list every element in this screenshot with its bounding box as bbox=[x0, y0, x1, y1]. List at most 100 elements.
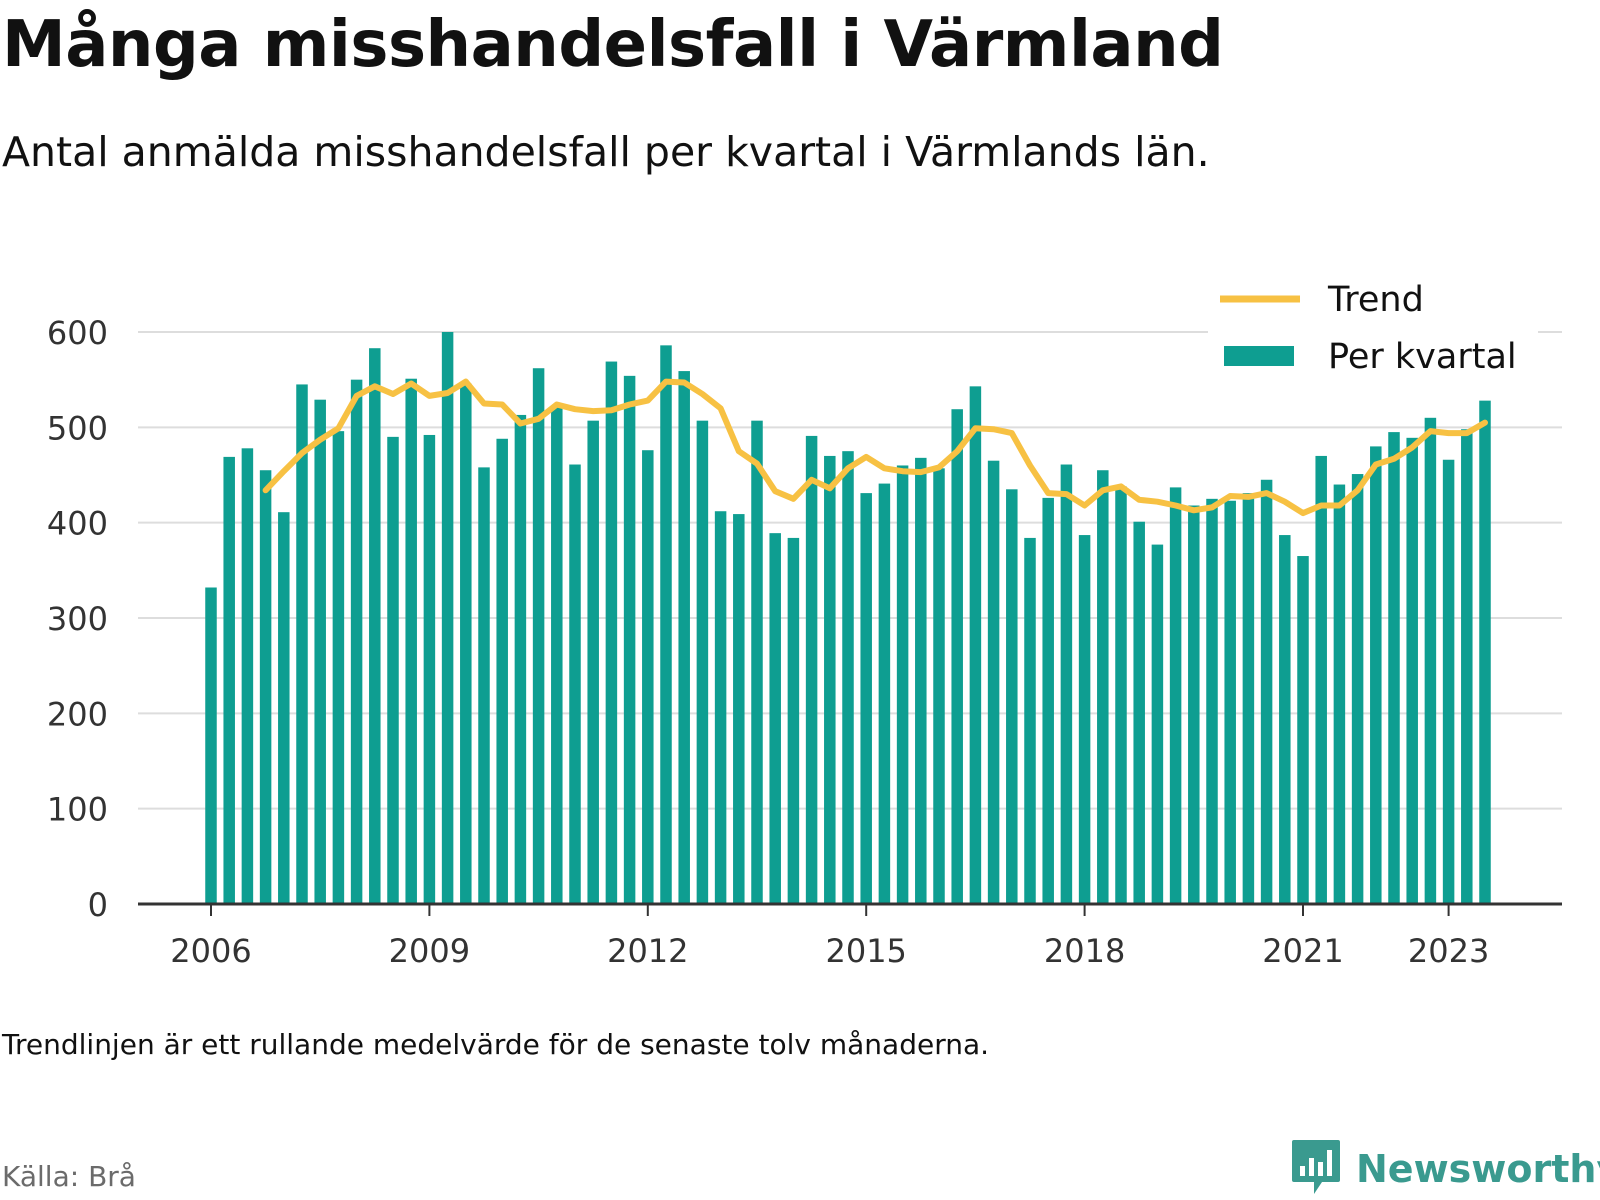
brand-name: Newsworthy bbox=[1356, 1147, 1600, 1191]
chart-title: Många misshandelsfall i Värmland bbox=[2, 8, 1224, 82]
bar bbox=[278, 512, 290, 904]
bar bbox=[1024, 537, 1036, 904]
bar bbox=[696, 420, 709, 904]
bar bbox=[478, 467, 490, 904]
bar bbox=[1169, 487, 1182, 904]
bar bbox=[1406, 437, 1418, 904]
bar bbox=[1060, 464, 1073, 904]
bar bbox=[642, 450, 654, 904]
x-tick-label: 2023 bbox=[1408, 932, 1489, 970]
bar bbox=[460, 383, 472, 905]
bar bbox=[405, 378, 417, 904]
bar bbox=[842, 451, 854, 904]
bar bbox=[878, 483, 891, 904]
legend-background bbox=[1208, 276, 1538, 386]
source-note: Källa: Brå bbox=[2, 1160, 136, 1193]
x-tick-label: 2012 bbox=[607, 932, 688, 970]
bar bbox=[1115, 486, 1127, 904]
bar bbox=[532, 368, 545, 904]
bar bbox=[332, 431, 345, 904]
bar bbox=[1333, 484, 1346, 904]
chart: 0 100 200 300 400 500 600 2006 2009 2012 2015 2018 2… bbox=[46, 276, 1562, 970]
legend: Trend Per kvartal bbox=[1208, 276, 1538, 386]
bar bbox=[350, 379, 363, 905]
bar bbox=[587, 420, 599, 904]
y-tick-label: 500 bbox=[47, 409, 108, 447]
bar bbox=[733, 514, 745, 904]
bar bbox=[1260, 479, 1273, 904]
trend-line bbox=[262, 378, 1488, 517]
bar bbox=[714, 511, 727, 904]
bar bbox=[1133, 521, 1145, 904]
brand-logo: Newsworthy bbox=[1290, 1138, 1600, 1200]
bar bbox=[623, 375, 636, 904]
bar bbox=[1206, 498, 1218, 904]
footnote: Trendlinjen är ett rullande medelvärde f… bbox=[2, 1028, 990, 1061]
bar bbox=[314, 399, 326, 904]
bar bbox=[860, 493, 872, 904]
bar bbox=[787, 537, 800, 904]
bar bbox=[1097, 470, 1109, 904]
x-tick-label: 2015 bbox=[825, 932, 906, 970]
bar bbox=[1479, 400, 1491, 904]
axes: 0 100 200 300 400 500 600 2006 2009 2012 2015 2018 2… bbox=[47, 314, 1562, 970]
bar bbox=[1297, 556, 1309, 904]
newsworthy-logo-icon bbox=[1290, 1138, 1342, 1200]
bar bbox=[1042, 497, 1054, 904]
x-tick-label: 2018 bbox=[1044, 932, 1125, 970]
bar bbox=[223, 456, 235, 904]
y-tick-label: 400 bbox=[47, 505, 108, 543]
y-tick-label: 0 bbox=[88, 886, 108, 924]
bar bbox=[569, 464, 581, 904]
bar bbox=[605, 361, 618, 904]
bar bbox=[259, 470, 272, 904]
x-tick-label: 2009 bbox=[389, 932, 470, 970]
bar bbox=[987, 460, 1000, 904]
y-tick-label: 100 bbox=[47, 791, 108, 829]
bar bbox=[678, 371, 690, 904]
bar bbox=[441, 332, 454, 904]
bar bbox=[496, 438, 508, 904]
bar bbox=[369, 348, 381, 904]
bar bbox=[423, 434, 436, 904]
chart-subtitle: Antal anmälda misshandelsfall per kvarta… bbox=[2, 128, 1210, 176]
bar bbox=[1188, 505, 1200, 904]
legend-bar-swatch bbox=[1224, 346, 1294, 366]
bar bbox=[751, 420, 763, 904]
bar bbox=[660, 345, 672, 904]
bar bbox=[387, 436, 399, 904]
x-tick-label: 2021 bbox=[1262, 932, 1343, 970]
x-tick-label: 2006 bbox=[170, 932, 251, 970]
bar bbox=[769, 533, 781, 904]
bar bbox=[1279, 535, 1291, 904]
legend-trend-label: Trend bbox=[1327, 280, 1424, 320]
bar bbox=[551, 407, 563, 904]
bar bbox=[514, 414, 527, 904]
bar bbox=[1442, 459, 1455, 904]
bar bbox=[1151, 544, 1164, 904]
bar bbox=[205, 587, 217, 904]
y-tick-label: 300 bbox=[47, 600, 108, 638]
bar bbox=[1424, 417, 1437, 904]
bar bbox=[1370, 446, 1382, 904]
bar bbox=[241, 448, 254, 904]
bar bbox=[1388, 432, 1400, 904]
bar bbox=[933, 468, 945, 904]
y-tick-label: 600 bbox=[47, 314, 108, 352]
bar bbox=[1224, 500, 1236, 904]
bar bbox=[1315, 455, 1327, 904]
bar bbox=[1351, 474, 1364, 904]
bar bbox=[915, 457, 927, 904]
y-tick-label: 200 bbox=[47, 695, 108, 733]
bar bbox=[1461, 429, 1473, 904]
bar bbox=[824, 455, 836, 904]
bars bbox=[205, 332, 1491, 905]
bar bbox=[1078, 535, 1091, 904]
legend-bar-label: Per kvartal bbox=[1328, 337, 1517, 377]
bar bbox=[969, 386, 982, 905]
trend-line-group bbox=[262, 378, 1488, 517]
bar bbox=[1006, 489, 1018, 904]
bar bbox=[296, 384, 308, 904]
bar bbox=[1242, 493, 1255, 904]
bar bbox=[805, 435, 818, 904]
